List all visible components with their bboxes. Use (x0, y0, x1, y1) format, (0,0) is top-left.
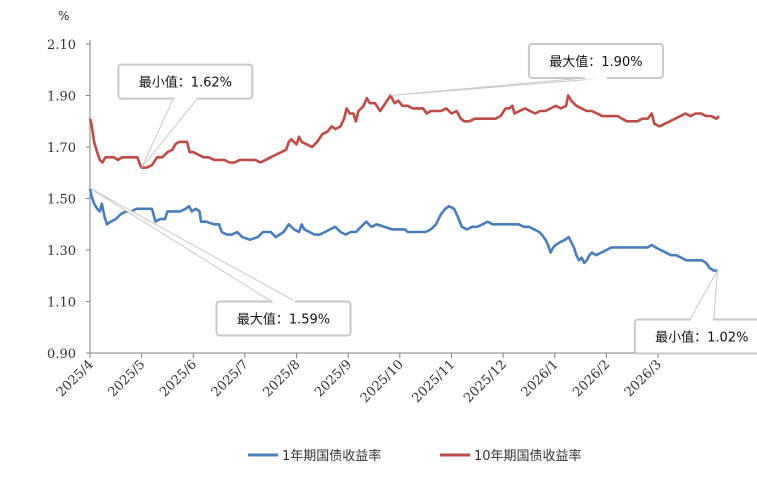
x-tick-label: 2025/4 (54, 357, 97, 400)
callout-annotations: 最小值：1.62% 最大值：1.90% 最大值：1.59% 最小值：1.02% (89, 43, 757, 355)
y-tick-label: 0.90 (47, 347, 76, 362)
x-tick-label: 2025/6 (157, 357, 200, 400)
x-tick-label: 2025/8 (260, 357, 303, 400)
series-line-1 (88, 94, 720, 169)
x-tick-label: 2025/9 (312, 357, 355, 400)
callout-pointer (688, 270, 718, 321)
callout-label: 最小值：1.62% (139, 75, 232, 91)
series-lines (88, 94, 720, 272)
y-tick-label: 1.70 (47, 141, 76, 156)
callout-label: 最小值：1.02% (655, 330, 748, 346)
callout-1: 最大值：1.90% (390, 43, 664, 96)
callout-2: 最大值：1.59% (89, 187, 352, 337)
x-tick-label: 2026/1 (519, 357, 562, 400)
x-tick-label: 2025/5 (106, 357, 149, 400)
callout-pointer (89, 187, 296, 302)
y-tick-label: 1.90 (47, 90, 76, 105)
x-tick-label: 2025/12 (461, 357, 510, 406)
x-axis-tick-labels: 2025/4 2025/5 2025/6 2025/7 2025/8 2025/9 2025… (54, 357, 665, 406)
y-tick-label: 1.10 (47, 296, 76, 311)
callout-label: 最大值：1.59% (237, 312, 330, 328)
callout-pointer (141, 98, 199, 168)
x-tick-label: 2025/10 (358, 357, 407, 406)
callout-label: 最大值：1.90% (549, 54, 642, 70)
callout-0: 最小值：1.62% (117, 63, 254, 168)
x-tick-label: 2026/2 (570, 357, 613, 400)
legend: 1年期国债收益率 10年期国债收益率 (248, 448, 582, 464)
axes (86, 40, 720, 358)
series-line-0 (88, 187, 718, 272)
y-axis-tick-labels: 2.10 1.90 1.70 1.50 1.30 1.10 0.90 (47, 38, 76, 362)
y-axis-unit-label: % (58, 9, 69, 23)
callout-3: 最小值：1.02% (633, 270, 757, 355)
x-tick-label: 2026/3 (622, 357, 665, 400)
callout-pointer (390, 77, 608, 96)
y-tick-label: 1.50 (47, 193, 76, 208)
x-tick-label: 2025/7 (209, 357, 252, 400)
legend-label-0: 1年期国债收益率 (282, 448, 381, 464)
y-tick-label: 1.30 (47, 244, 76, 259)
legend-label-1: 10年期国债收益率 (474, 448, 582, 464)
x-tick-label: 2025/11 (410, 357, 459, 406)
y-tick-label: 2.10 (47, 38, 76, 53)
